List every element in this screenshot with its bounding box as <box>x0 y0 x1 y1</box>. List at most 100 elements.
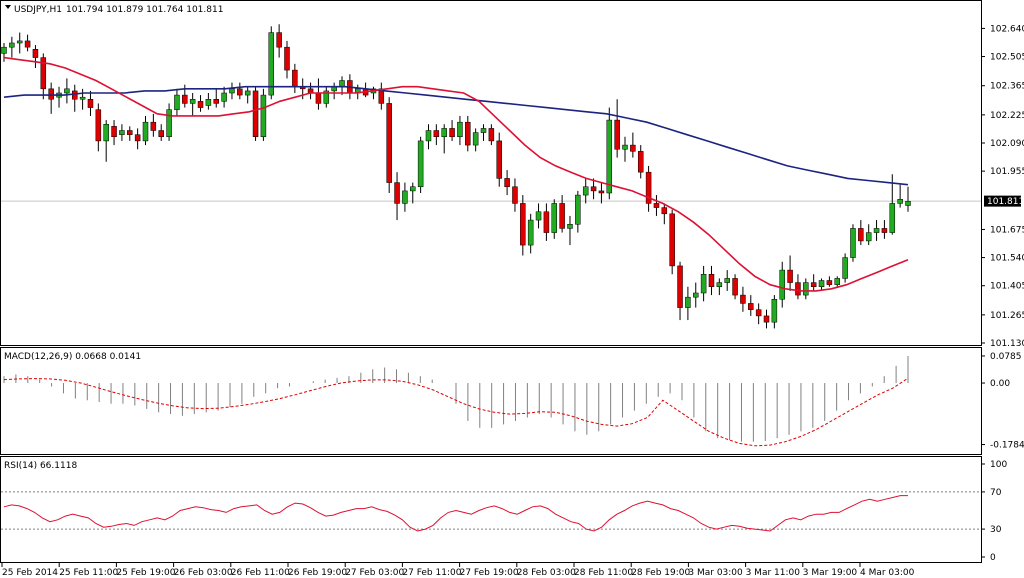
candle <box>260 88 267 141</box>
candle <box>111 120 117 146</box>
candle <box>174 88 180 116</box>
candle <box>48 82 54 114</box>
macd-histogram <box>3 355 909 442</box>
candle <box>142 115 149 146</box>
candle <box>787 255 793 291</box>
candle <box>441 124 447 154</box>
candle <box>661 203 668 225</box>
candle <box>221 86 227 108</box>
rsi-tick-label: 70 <box>990 488 1002 498</box>
candle <box>803 278 809 300</box>
candle <box>95 103 102 152</box>
candle <box>394 172 400 221</box>
candle <box>693 282 699 308</box>
candle <box>213 88 219 108</box>
candle <box>504 170 510 196</box>
macd-signal-line <box>3 377 909 447</box>
time-tick-label: 3 Mar 11:00 <box>746 568 801 578</box>
rsi-tick-label: 100 <box>990 460 1007 470</box>
candle <box>834 276 841 287</box>
candle <box>520 195 526 256</box>
candle <box>559 195 565 233</box>
slow-moving-average-line <box>3 85 909 186</box>
candle <box>449 120 455 141</box>
candle <box>708 265 715 296</box>
candle <box>402 182 408 212</box>
candle <box>622 136 628 162</box>
candle <box>842 253 848 283</box>
candle <box>575 190 581 233</box>
time-tick-label: 25 Feb 19:00 <box>116 568 175 578</box>
candle <box>716 278 723 296</box>
time-tick-label: 28 Feb 03:00 <box>517 568 576 578</box>
time-tick-label: 28 Feb 19:00 <box>631 568 690 578</box>
time-tick-label: 3 Mar 03:00 <box>688 568 743 578</box>
candle <box>268 26 275 100</box>
collapse-triangle-icon[interactable] <box>5 5 11 9</box>
candle <box>189 93 196 116</box>
candle <box>16 32 23 54</box>
candle <box>166 103 172 141</box>
candle <box>630 132 636 158</box>
candle <box>465 115 471 152</box>
price-tick-label: 101.130 <box>990 339 1024 349</box>
candle <box>897 184 903 208</box>
candle <box>9 36 15 58</box>
candle <box>724 270 730 291</box>
price-tick-label: 101.405 <box>990 282 1024 292</box>
price-tick-label: 101.265 <box>990 311 1024 321</box>
candle <box>87 90 94 116</box>
time-tick-label: 4 Mar 03:00 <box>860 568 915 578</box>
candle <box>763 309 770 329</box>
candle <box>119 124 125 141</box>
macd-tick-label: 0.00 <box>990 379 1010 389</box>
symbol-label: USDJPY,H1 <box>14 5 62 15</box>
current-price-marker: 101.811 <box>984 195 1024 207</box>
time-tick-label: 26 Feb 19:00 <box>288 568 347 578</box>
candle <box>858 220 864 246</box>
time-tick-label: 25 Feb 2014 <box>2 568 58 578</box>
time-tick-label: 27 Feb 03:00 <box>345 568 404 578</box>
time-tick-label: 25 Feb 11:00 <box>59 568 118 578</box>
candle <box>677 261 683 321</box>
candle <box>134 128 141 150</box>
candle <box>276 24 282 58</box>
candle <box>653 195 660 216</box>
rsi-line <box>3 495 908 532</box>
macd-tick-label: 0.0785 <box>990 352 1022 362</box>
candle <box>590 178 597 200</box>
candle <box>685 286 691 321</box>
candle <box>551 199 558 239</box>
candle <box>425 124 432 150</box>
candle <box>810 274 817 291</box>
macd-axis: 0.0785 0.00 -0.1784 <box>981 352 1024 451</box>
price-tick-label: 101.955 <box>990 167 1024 177</box>
candle <box>637 145 644 179</box>
candle <box>700 265 707 302</box>
candle <box>496 132 502 187</box>
candle <box>480 124 487 141</box>
candles <box>1 24 911 329</box>
candle <box>64 78 70 104</box>
candle <box>323 86 330 108</box>
candle <box>582 178 589 204</box>
candle <box>826 276 833 287</box>
candle <box>150 113 157 137</box>
candle <box>527 213 534 254</box>
price-tick-label: 102.505 <box>990 53 1024 63</box>
candle <box>488 124 495 146</box>
candle <box>881 220 888 239</box>
rsi-levels <box>1 491 981 530</box>
candle <box>645 165 652 212</box>
macd-tick-label: -0.1784 <box>990 441 1024 451</box>
price-tick-label: 102.365 <box>990 82 1024 92</box>
candle <box>755 303 762 325</box>
candle <box>567 215 573 246</box>
macd-label: MACD(12,26,9) 0.0668 0.0141 <box>4 352 141 362</box>
candle <box>771 295 778 329</box>
candle <box>410 182 416 204</box>
price-tick-label: 101.675 <box>990 225 1024 235</box>
candle <box>433 124 440 146</box>
candle <box>732 274 738 300</box>
